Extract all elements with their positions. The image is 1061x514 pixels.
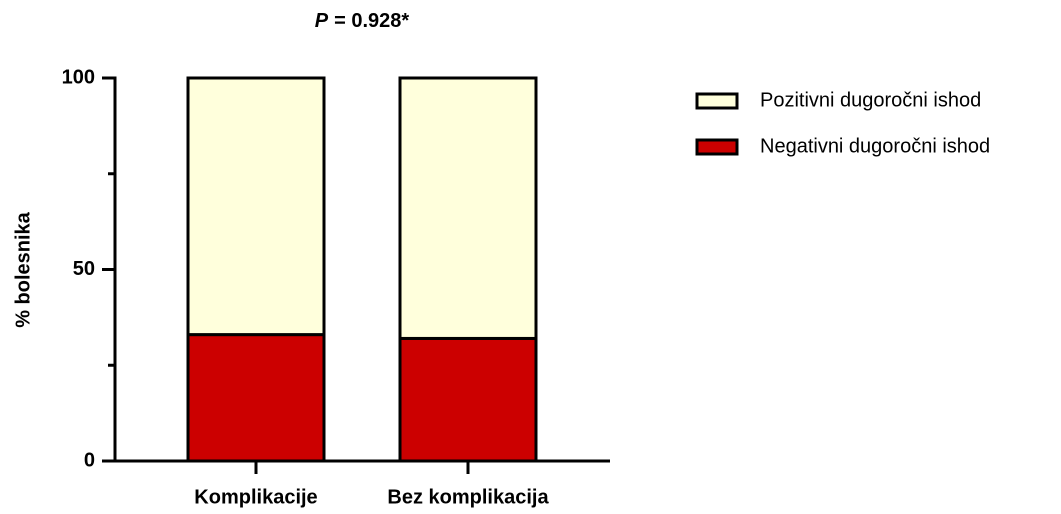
bar-segment (398, 76, 538, 340)
x-tick-label: Komplikacije (194, 486, 317, 508)
bar-segment (186, 333, 326, 463)
y-tick-label: 0 (84, 449, 95, 471)
bar-segment (186, 76, 326, 337)
title-variable: P (315, 10, 329, 32)
legend-label: Pozitivni dugoročni ishod (760, 89, 981, 111)
bar-segment (398, 336, 538, 463)
y-axis-label: % bolesnika (12, 211, 34, 327)
legend-swatch (695, 92, 739, 110)
x-tick-label: Bez komplikacija (387, 486, 549, 508)
y-tick-label: 50 (73, 258, 95, 280)
chart-title: P = 0.928* (315, 10, 410, 32)
legend-label: Negativni dugoročni ishod (760, 135, 990, 157)
legend-swatch (695, 138, 739, 156)
y-tick-label: 100 (62, 66, 95, 88)
title-text: = 0.928* (334, 10, 409, 32)
